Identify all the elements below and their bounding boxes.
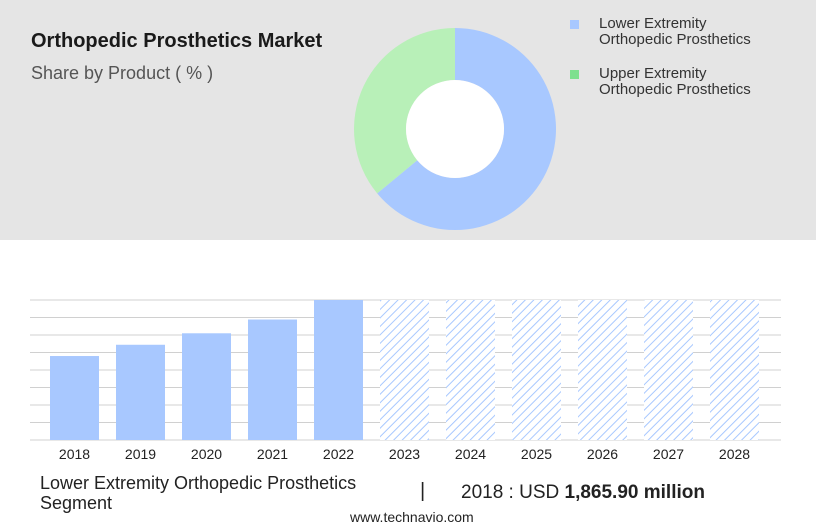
forecast-bar-2028: [710, 300, 759, 440]
x-tick-2026: 2026: [587, 446, 618, 462]
bar-2019: [116, 344, 165, 440]
chart-title: Orthopedic Prosthetics Market: [31, 30, 323, 52]
x-tick-2024: 2024: [455, 446, 486, 462]
legend-swatch-upper: [570, 70, 579, 79]
bar-2018: [50, 356, 99, 440]
x-tick-2022: 2022: [323, 446, 354, 462]
donut-slice-lower: [377, 28, 556, 231]
legend-label-upper: Upper Extremity Orthopedic Prosthetics: [599, 66, 751, 98]
forecast-bar-2026: [578, 300, 627, 440]
bar-2022: [314, 300, 363, 440]
donut-hole: [406, 80, 504, 178]
chart-subtitle: Share by Product ( % ): [31, 63, 214, 83]
x-tick-2018: 2018: [59, 446, 90, 462]
bar-chart: 2018 2019 2020 2021 2022 2023 2024 2025 2026 2027…: [30, 299, 781, 462]
bar-2020: [182, 333, 231, 440]
legend-label-upper-line2: Orthopedic Prosthetics: [599, 81, 751, 98]
forecast-bar-2024: [446, 300, 495, 440]
legend-swatch-lower: [570, 20, 579, 29]
x-tick-2027: 2027: [653, 446, 684, 462]
bar-2021: [248, 319, 297, 440]
segment-value-amount: 1,865.90 million: [564, 482, 705, 503]
legend-label-lower: Lower Extremity Orthopedic Prosthetics: [599, 16, 751, 48]
segment-value-prefix: 2018 : USD: [461, 482, 560, 503]
legend-label-lower-line1: Lower Extremity: [599, 15, 707, 32]
legend-label-upper-line1: Upper Extremity: [599, 65, 707, 82]
x-tick-2020: 2020: [191, 446, 222, 462]
x-tick-2028: 2028: [719, 446, 750, 462]
segment-label: Lower Extremity Orthopedic Prosthetics S…: [40, 473, 357, 513]
forecast-bar-2027: [644, 300, 693, 440]
x-tick-2025: 2025: [521, 446, 552, 462]
website-link[interactable]: www.technavio.com: [350, 509, 474, 525]
forecast-bar-2025: [512, 300, 561, 440]
footer-separator: |: [420, 480, 426, 502]
donut-slice-upper: [354, 28, 455, 194]
x-tick-2019: 2019: [125, 446, 156, 462]
legend-label-lower-line2: Orthopedic Prosthetics: [599, 31, 751, 48]
x-tick-2023: 2023: [389, 446, 420, 462]
donut-chart: [354, 28, 556, 231]
segment-value: 2018 : USD 1,865.90 million: [461, 482, 705, 504]
x-tick-2021: 2021: [257, 446, 288, 462]
forecast-bar-2023: [380, 300, 429, 440]
